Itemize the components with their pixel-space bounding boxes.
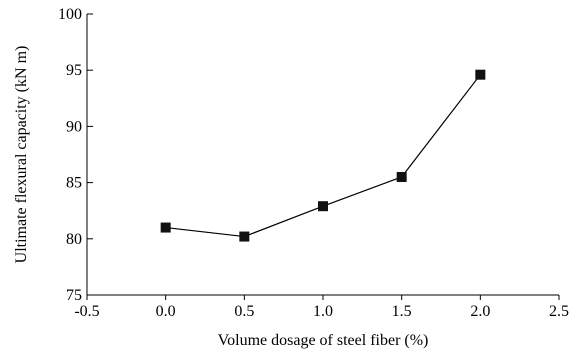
y-tick-label: 90 (66, 118, 82, 135)
y-tick-label: 100 (58, 6, 82, 23)
y-ticks: 75 80 85 90 95 100 (58, 6, 93, 304)
series-group (160, 69, 486, 242)
y-tick-label: 80 (66, 231, 82, 248)
y-tick-label: 95 (66, 62, 82, 79)
y-tick-label: 85 (66, 175, 82, 192)
x-tick-label: 2.0 (470, 303, 490, 320)
data-point-marker (396, 171, 407, 182)
x-tick-label: -0.5 (74, 303, 99, 320)
data-point-marker (160, 222, 171, 233)
axes (86, 14, 559, 296)
data-point-marker (475, 69, 486, 80)
y-axis-title: Ultimate flexural capacity (kN m) (13, 46, 30, 264)
series-line (165, 74, 481, 238)
data-point-marker (318, 201, 328, 212)
x-axis-title: Volume dosage of steel fiber (%) (218, 332, 429, 349)
x-ticks: -0.5 0.0 0.5 1.0 1.5 2.0 2.5 (74, 295, 569, 320)
x-tick-label: 2.5 (549, 303, 569, 320)
data-point-marker (239, 231, 250, 242)
x-tick-label: 0.0 (156, 303, 176, 320)
y-tick-label: 75 (66, 287, 82, 304)
x-tick-label: 0.5 (234, 303, 254, 320)
x-tick-label: 1.0 (313, 303, 333, 320)
x-tick-label: 1.5 (392, 303, 412, 320)
